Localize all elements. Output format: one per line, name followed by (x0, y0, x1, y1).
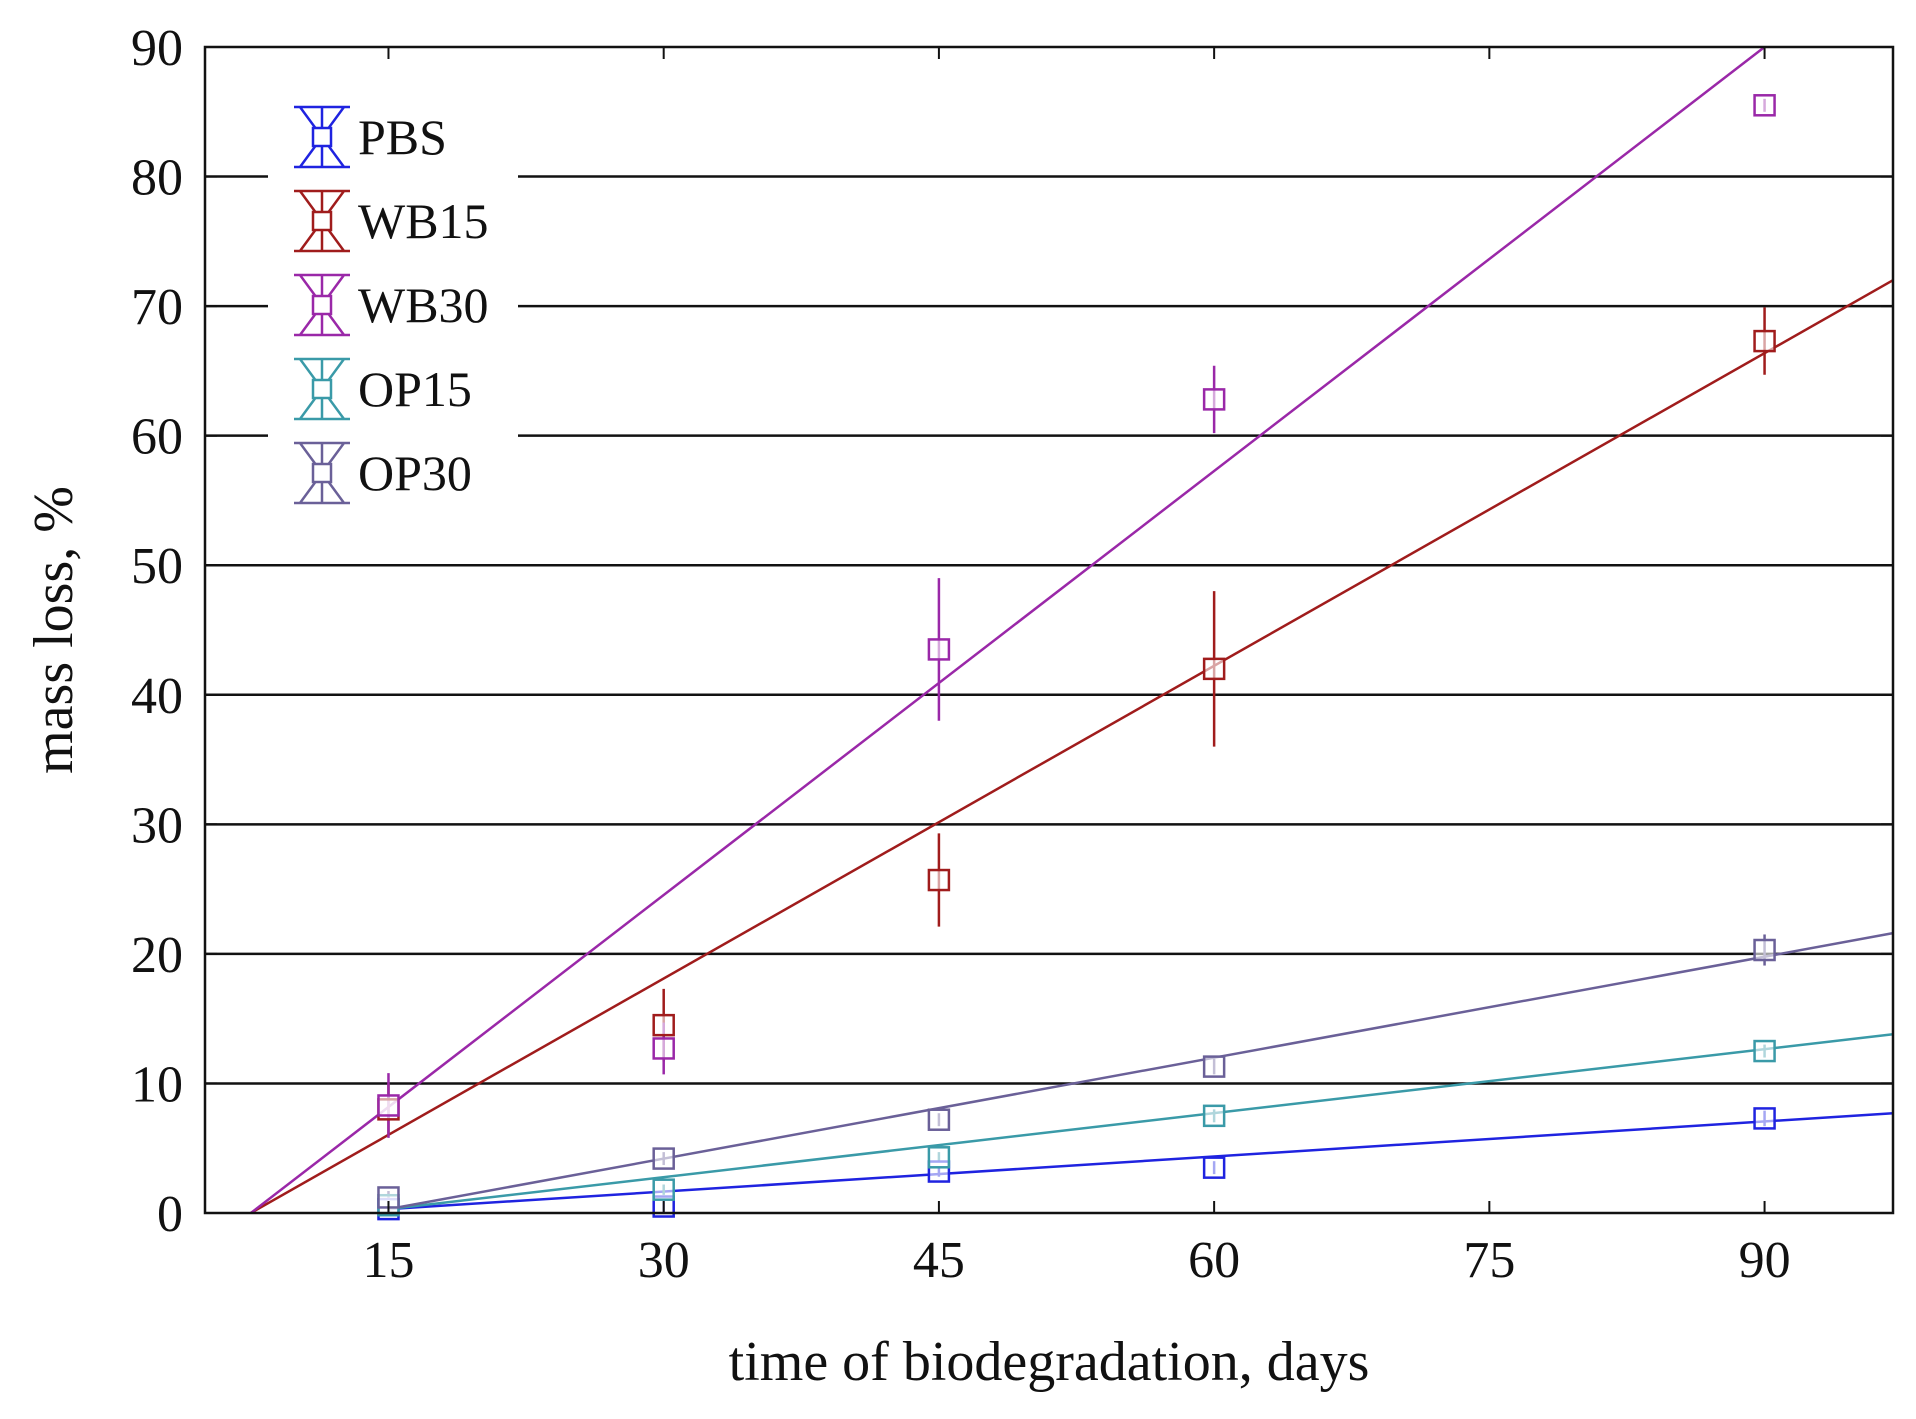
marker-wb30-45 (927, 638, 951, 661)
fit-lines (250, 46, 1894, 1215)
legend-label-op30: OP30 (358, 445, 472, 501)
legend-item-wb30: WB30 (294, 273, 489, 337)
axis-ticks: 0 10 20 30 40 50 60 70 80 90 15 30 45 60 75 90 (131, 20, 1893, 1289)
legend-item-op15: OP15 (294, 357, 472, 421)
fit-line-pbs (388, 1111, 1894, 1211)
marker-wb15-45 (927, 868, 951, 892)
x-tick-label-90: 90 (1739, 1232, 1791, 1289)
y-tick-label-40: 40 (131, 668, 183, 725)
x-tick-label-30: 30 (638, 1232, 690, 1289)
y-tick-label-20: 20 (131, 927, 183, 984)
x-tick-label-15: 15 (362, 1232, 414, 1289)
legend-marker-wb15 (311, 210, 333, 232)
fit-line-op30 (388, 931, 1894, 1211)
legend-item-op30: OP30 (294, 441, 472, 505)
marker-op15-90 (1753, 1039, 1776, 1063)
marker-op15-45 (927, 1146, 951, 1169)
marker-pbs-60 (1202, 1156, 1226, 1179)
legend-marker-op30 (311, 462, 333, 484)
y-axis-title: mass loss, % (23, 486, 85, 774)
marker-op30-45 (927, 1108, 951, 1131)
legend-background (268, 95, 518, 535)
data-markers (377, 94, 1776, 1221)
marker-wb30-15 (377, 1094, 400, 1117)
legend-item-pbs: PBS (294, 105, 447, 169)
fit-line-wb30 (250, 46, 1766, 1214)
marker-pbs-90 (1753, 1107, 1776, 1130)
marker-wb15-90 (1753, 329, 1776, 353)
legend-label-wb30: WB30 (358, 277, 489, 333)
marker-op15-30 (652, 1178, 675, 1201)
legend: PBS WB15 WB30 OP15 OP30 (268, 95, 518, 535)
x-axis-title: time of biodegradation, days (729, 1331, 1370, 1393)
marker-op15-60 (1202, 1104, 1226, 1128)
legend-marker-wb30 (311, 294, 333, 316)
plot-frame (203, 45, 1895, 1215)
marker-op30-90 (1753, 938, 1776, 962)
fit-line-wb15 (250, 279, 1894, 1215)
legend-item-wb15: WB15 (294, 189, 489, 253)
marker-wb30-90 (1753, 94, 1776, 117)
legend-marker-op15 (311, 378, 333, 400)
legend-label-op15: OP15 (358, 361, 472, 417)
marker-op30-60 (1202, 1055, 1226, 1078)
y-tick-label-0: 0 (157, 1186, 183, 1243)
y-tick-label-30: 30 (131, 797, 183, 854)
y-tick-label-80: 80 (131, 150, 183, 207)
y-tick-label-60: 60 (131, 409, 183, 466)
y-tick-label-50: 50 (131, 538, 183, 595)
legend-label-pbs: PBS (358, 109, 447, 165)
legend-label-wb15: WB15 (358, 193, 489, 249)
x-tick-label-75: 75 (1463, 1232, 1515, 1289)
y-tick-label-90: 90 (131, 20, 183, 77)
marker-wb30-60 (1202, 388, 1226, 411)
marker-wb15-30 (652, 1013, 675, 1037)
legend-marker-pbs (311, 126, 333, 148)
y-tick-label-10: 10 (131, 1056, 183, 1113)
marker-wb30-30 (652, 1037, 675, 1060)
error-bars (387, 98, 1766, 1215)
x-tick-label-60: 60 (1188, 1232, 1240, 1289)
marker-wb15-60 (1202, 657, 1226, 681)
y-tick-label-70: 70 (131, 279, 183, 336)
marker-op30-30 (652, 1147, 675, 1170)
fit-line-op15 (388, 1032, 1894, 1211)
x-tick-label-45: 45 (913, 1232, 965, 1289)
